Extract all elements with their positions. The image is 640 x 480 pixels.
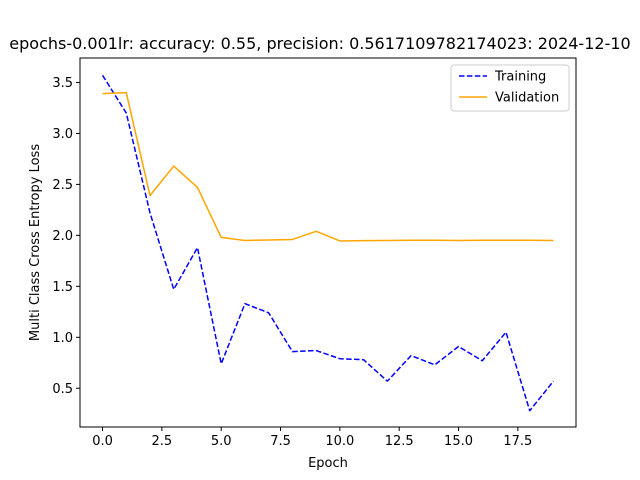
legend: Training Validation — [450, 64, 570, 112]
y-tick-label: 2.5 — [52, 178, 73, 193]
y-axis: 0.5 1.0 1.5 2.0 2.5 3.0 3.5 — [52, 76, 80, 397]
y-tick-label: 2.0 — [52, 229, 73, 244]
x-tick-label: 2.5 — [152, 434, 173, 449]
x-tick-label: 10.0 — [325, 434, 354, 449]
x-axis: 0.0 2.5 5.0 7.5 10.0 12.5 15.0 17.5 — [92, 427, 532, 449]
x-tick-label: 5.0 — [211, 434, 232, 449]
x-tick-label: 0.0 — [92, 434, 113, 449]
series-line-training — [101, 74, 555, 412]
x-tick-label: 12.5 — [385, 434, 414, 449]
series-line-validation — [102, 91, 554, 242]
x-tick-label: 15.0 — [444, 434, 473, 449]
x-tick-label: 17.5 — [503, 434, 532, 449]
legend-label-validation: Validation — [495, 91, 559, 106]
chart-title: epochs-0.001lr: accuracy: 0.55, precisio… — [9, 34, 630, 53]
y-tick-label: 3.5 — [52, 76, 73, 91]
y-tick-label: 1.0 — [52, 331, 73, 346]
x-tick-label: 7.5 — [270, 434, 291, 449]
legend-label-training: Training — [494, 70, 546, 85]
y-axis-label: Multi Class Cross Entropy Loss — [28, 144, 43, 341]
legend-frame — [450, 64, 570, 112]
plot-area — [101, 74, 555, 412]
plot-frame — [79, 57, 577, 428]
x-axis-label: Epoch — [308, 456, 348, 471]
y-tick-label: 0.5 — [52, 382, 73, 397]
y-tick-label: 1.5 — [52, 280, 73, 295]
y-tick-label: 3.0 — [52, 127, 73, 142]
